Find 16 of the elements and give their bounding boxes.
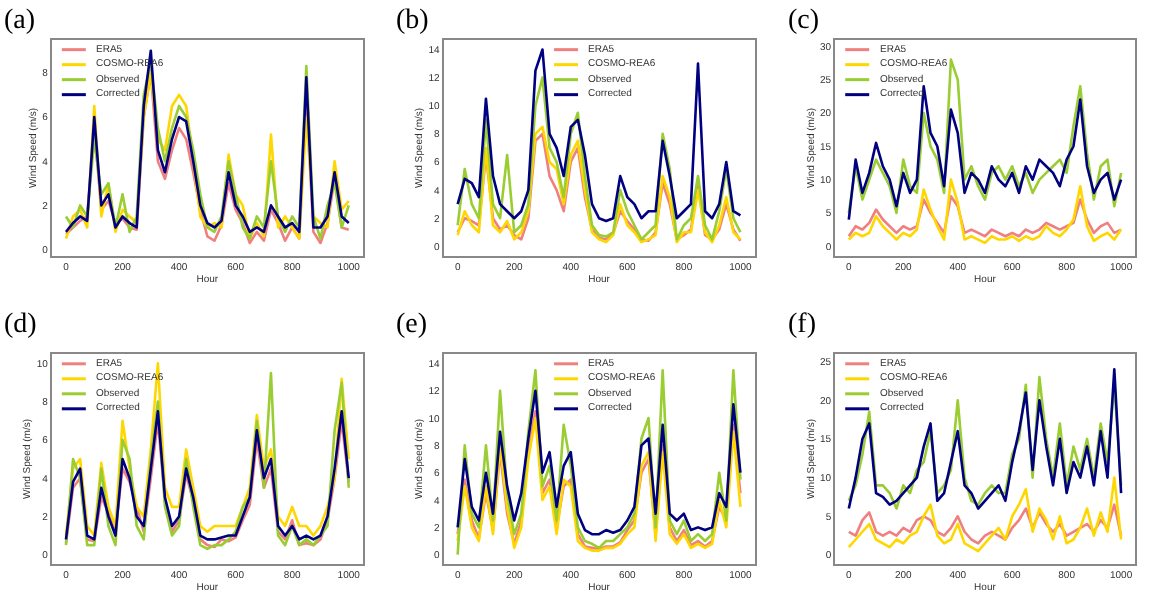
chart-title: (f) bbox=[788, 310, 817, 340]
line-series bbox=[847, 178, 1123, 245]
line-series bbox=[847, 84, 1123, 221]
chart-title: (c) bbox=[788, 6, 820, 36]
chart-title: (b) bbox=[396, 6, 430, 36]
line-series bbox=[456, 389, 742, 536]
line-series bbox=[456, 368, 742, 556]
line-series bbox=[847, 503, 1123, 545]
chart-title: (e) bbox=[396, 310, 428, 340]
line-series bbox=[847, 476, 1123, 553]
line-series bbox=[456, 76, 742, 241]
line-series bbox=[847, 58, 1123, 215]
line-series bbox=[847, 194, 1123, 238]
chart-title: (a) bbox=[4, 6, 36, 36]
line-series bbox=[456, 48, 742, 223]
chart-title: (d) bbox=[4, 310, 38, 340]
